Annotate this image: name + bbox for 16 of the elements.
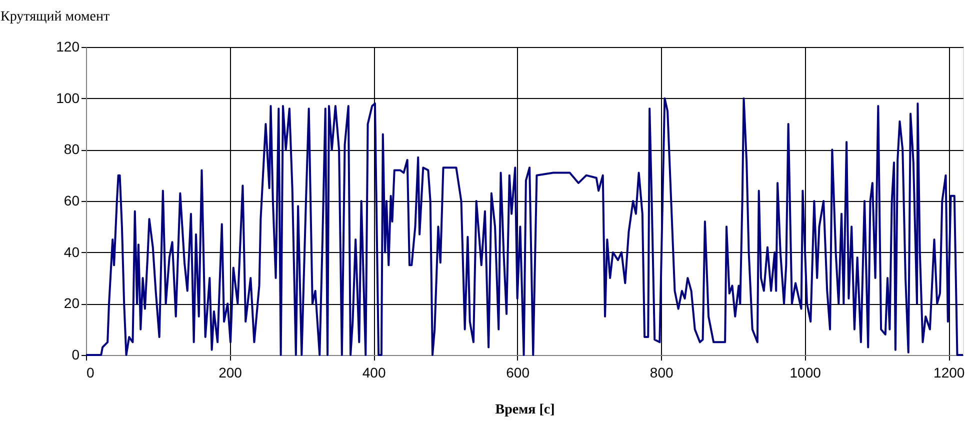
- x-tick-label: 1200: [934, 364, 965, 380]
- x-tick-label: 400: [362, 364, 386, 380]
- x-tick-label: 800: [650, 364, 674, 380]
- x-tick-label: 0: [86, 364, 94, 380]
- y-tick-label: 100: [56, 90, 80, 106]
- x-tick-label: 1000: [790, 364, 822, 380]
- y-tick-label: 20: [64, 295, 80, 312]
- x-axis-title: Время [с]: [495, 402, 555, 418]
- y-axis-title: Крутящий момент: [0, 10, 110, 24]
- y-tick-label: 80: [64, 141, 80, 158]
- y-tick-label: 120: [56, 38, 80, 54]
- y-tick-label: 60: [64, 192, 80, 208]
- x-tick-label: 200: [218, 364, 242, 380]
- x-tick-label: 600: [506, 364, 530, 380]
- y-tick-label: 0: [72, 346, 80, 362]
- y-tick-label: 40: [64, 244, 80, 260]
